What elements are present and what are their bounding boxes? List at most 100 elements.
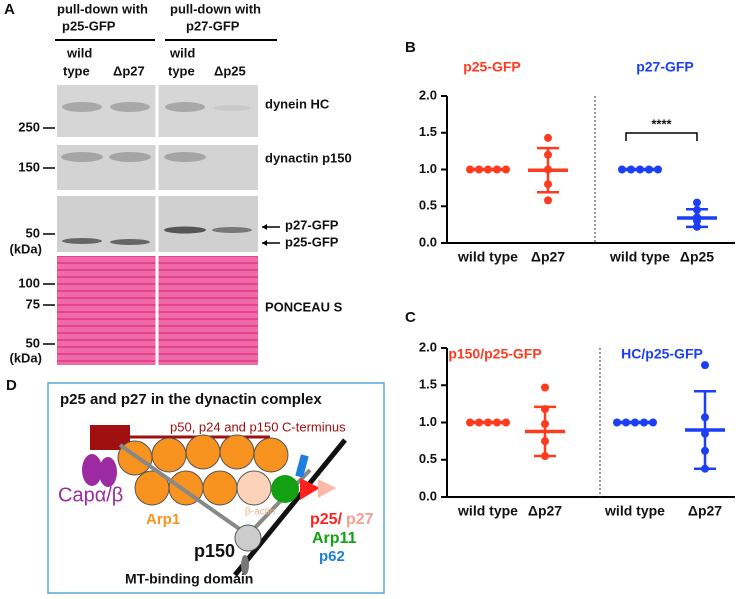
data-point — [544, 133, 552, 142]
data-point — [701, 429, 709, 438]
data-point — [701, 464, 709, 473]
data-point — [466, 165, 474, 174]
data-point — [541, 383, 549, 392]
panel-label: B — [405, 39, 416, 56]
data-point — [493, 418, 501, 427]
blot-label: p27-GFP — [285, 217, 339, 232]
annotation: Arp1 — [146, 511, 180, 528]
x-tick-label: Δp25 — [680, 249, 714, 265]
header: p25-GFP — [62, 18, 116, 33]
data-point — [649, 418, 657, 427]
data-point — [484, 165, 492, 174]
lane-label: wild — [66, 45, 92, 60]
data-point — [701, 446, 709, 455]
panel-label: D — [6, 377, 17, 394]
marker: 150 — [18, 159, 40, 174]
x-tick-label: wild type — [457, 503, 518, 519]
header: p27-GFP — [186, 18, 240, 33]
x-tick-label: Δp27 — [528, 503, 562, 519]
data-point — [622, 418, 630, 427]
annotation: p150 — [194, 541, 235, 561]
data-point — [631, 418, 639, 427]
group-label: p25-GFP — [463, 59, 521, 75]
marker: (kDa) — [9, 241, 42, 256]
group-label: HC/p25-GFP — [621, 346, 703, 362]
y-tick-label: 0.5 — [419, 451, 437, 466]
x-tick-label: wild type — [604, 503, 665, 519]
annotation: p62 — [319, 548, 345, 565]
data-point — [693, 222, 701, 231]
lane-label: Δp27 — [113, 63, 145, 78]
data-point — [654, 165, 662, 174]
y-tick-label: 2.0 — [419, 87, 437, 102]
significance: **** — [651, 116, 672, 131]
marker: 100 — [18, 275, 40, 290]
data-point — [475, 165, 483, 174]
annotation: β-actin — [245, 507, 275, 518]
data-point — [701, 361, 709, 370]
header: pull-down with — [57, 1, 148, 16]
data-point — [640, 418, 648, 427]
y-tick-label: 0.0 — [419, 234, 437, 249]
data-point — [466, 418, 474, 427]
data-point — [645, 165, 653, 174]
data-point — [618, 165, 626, 174]
data-point — [493, 165, 501, 174]
data-point — [475, 418, 483, 427]
x-tick-label: Δp27 — [531, 249, 565, 265]
lane-label: wild — [169, 45, 195, 60]
data-point — [484, 418, 492, 427]
x-tick-label: wild type — [457, 249, 518, 265]
data-point — [541, 437, 549, 446]
panel-label: A — [4, 1, 15, 18]
data-point — [541, 452, 549, 461]
y-tick-label: 2.0 — [419, 339, 437, 354]
panel-a: A pull-down with p25-GFP pull-down with … — [4, 1, 352, 365]
lane-label: type — [63, 63, 90, 78]
data-point — [502, 165, 510, 174]
blot-label: dynein HC — [265, 96, 330, 111]
data-point — [544, 196, 552, 205]
blots — [57, 85, 258, 365]
data-point — [693, 216, 701, 225]
lane-label: type — [168, 63, 195, 78]
data-point — [693, 198, 701, 207]
annotation: Arp11 — [312, 530, 357, 547]
marker: (kDa) — [9, 350, 42, 365]
marker: 75 — [26, 296, 40, 311]
data-point — [544, 150, 552, 159]
annotation: p25/ — [310, 511, 343, 528]
data-point — [701, 413, 709, 422]
data-point — [544, 180, 552, 189]
significance-bracket — [625, 132, 698, 141]
annotation: p27 — [346, 511, 374, 528]
annotation: Capα/β — [58, 484, 123, 506]
data-point — [541, 405, 549, 414]
group-label: p150/p25-GFP — [448, 346, 541, 362]
annotation: p50, p24 and p150 C-terminus — [170, 419, 346, 434]
y-tick-label: 1.0 — [419, 161, 437, 176]
blot-label: dynactin p150 — [265, 150, 352, 165]
group-label: p27-GFP — [636, 59, 694, 75]
lane-label: Δp25 — [214, 63, 246, 78]
marker: 250 — [18, 119, 40, 134]
y-tick-label: 0.0 — [419, 488, 437, 503]
annotation: MT-binding domain — [125, 571, 253, 587]
y-tick-label: 0.5 — [419, 198, 437, 213]
charts: B 0.0 0.5 1.0 1.5 2.0 p25-GFP wild type Δp27 p27-… — [405, 39, 735, 519]
panel-d: D p25 and p27 in the dynactin complex p5… — [6, 377, 385, 594]
y-tick-label: 1.5 — [419, 124, 437, 139]
blot-label: PONCEAU S — [265, 299, 343, 314]
header: pull-down with — [170, 1, 261, 16]
diagram-title: p25 and p27 in the dynactin complex — [60, 391, 322, 408]
x-tick-label: Δp27 — [688, 503, 722, 519]
y-tick-label: 1.0 — [419, 414, 437, 429]
panel-label: C — [405, 309, 416, 326]
marker: 50 — [26, 225, 40, 240]
data-point — [613, 418, 621, 427]
data-point — [541, 419, 549, 428]
data-point — [636, 165, 644, 174]
data-point — [544, 165, 552, 174]
data-point — [502, 418, 510, 427]
